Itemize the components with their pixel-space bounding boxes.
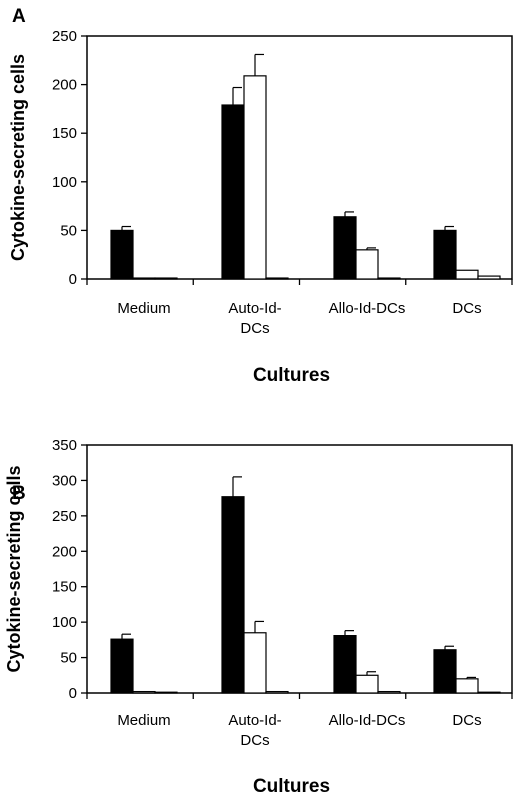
- bar: [111, 639, 133, 693]
- bar: [456, 679, 478, 693]
- category-label: Auto-Id-: [228, 712, 281, 729]
- y-tick-label: 350: [52, 437, 77, 454]
- bar: [111, 230, 133, 279]
- category-label: Allo-Id-DCs: [329, 712, 406, 729]
- bar: [244, 76, 266, 279]
- y-tick-label: 100: [52, 174, 77, 191]
- bar: [378, 692, 400, 693]
- bar: [434, 650, 456, 693]
- bar: [478, 692, 500, 693]
- y-tick-label: 0: [69, 685, 77, 702]
- category-label: DCs: [240, 732, 269, 749]
- category-label: DCs: [452, 712, 481, 729]
- y-tick-label: 150: [52, 125, 77, 142]
- y-tick-label: 0: [69, 271, 77, 288]
- category-label: Medium: [117, 712, 170, 729]
- bar: [456, 270, 478, 279]
- bar: [334, 217, 356, 279]
- category-label: DCs: [452, 300, 481, 317]
- bar: [434, 230, 456, 279]
- y-tick-label: 100: [52, 614, 77, 631]
- bar: [222, 497, 244, 693]
- bar: [478, 276, 500, 279]
- bar: [334, 636, 356, 693]
- category-label: Allo-Id-DCs: [329, 300, 406, 317]
- y-tick-label: 150: [52, 579, 77, 596]
- y-axis-title: Cytokine-secreting cells: [4, 465, 24, 672]
- bar: [266, 692, 288, 693]
- bar: [244, 633, 266, 693]
- y-tick-label: 300: [52, 472, 77, 489]
- y-tick-label: 250: [52, 508, 77, 525]
- y-tick-label: 200: [52, 77, 77, 94]
- bar: [155, 278, 177, 279]
- bar: [133, 692, 155, 693]
- bar: [356, 250, 378, 279]
- bar: [356, 675, 378, 693]
- bar: [222, 105, 244, 279]
- bar: [155, 692, 177, 693]
- y-tick-label: 50: [60, 650, 77, 667]
- y-tick-label: 50: [60, 222, 77, 239]
- y-tick-label: 250: [52, 28, 77, 45]
- x-axis-title: Cultures: [253, 365, 330, 386]
- y-tick-label: 200: [52, 543, 77, 560]
- category-label: Auto-Id-: [228, 300, 281, 317]
- category-label: DCs: [240, 320, 269, 337]
- panel-b: B050100150200250300350Cytokine-secreting…: [4, 437, 512, 797]
- x-axis-title: Cultures: [253, 776, 330, 797]
- panel-label: A: [12, 6, 26, 27]
- bar: [378, 278, 400, 279]
- bar: [133, 278, 155, 279]
- panel-a: A 0 50 100 150 200 250 Cytokine-secreting cells…: [8, 6, 512, 386]
- bar: [266, 278, 288, 279]
- y-axis-title: Cytokine-secreting cells: [8, 54, 28, 261]
- category-label: Medium: [117, 300, 170, 317]
